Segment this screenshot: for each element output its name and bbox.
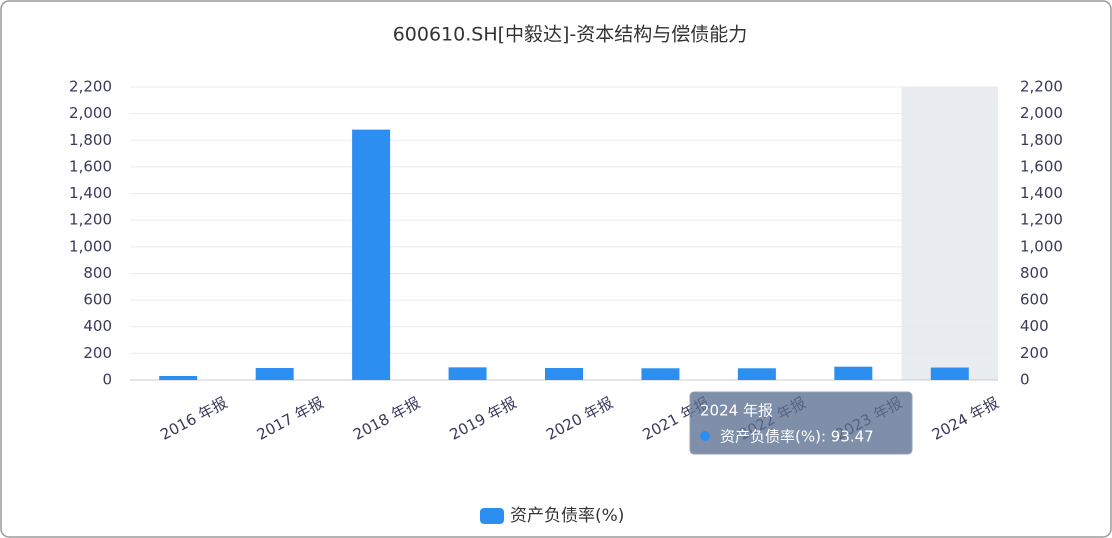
y-tick-label: 1,000 [69,237,112,255]
tooltip [689,391,913,455]
bar [352,129,391,380]
y-tick-label: 800 [83,264,112,282]
y2-tick-label: 2,200 [1020,78,1063,96]
y2-tick-label: 1,000 [1020,237,1063,255]
bar [930,367,969,380]
y2-tick-label: 1,800 [1020,131,1063,149]
chart-title: 600610.SH[中毅达]-资本结构与偿债能力 [393,24,748,46]
legend-label: 资产负债率(%) [510,506,624,526]
y-tick-label: 1,800 [69,131,112,149]
y-tick-label: 0 [102,371,112,389]
y2-tick-label: 0 [1020,371,1030,389]
bar [255,368,294,380]
bar [834,366,873,380]
y-tick-label: 1,400 [69,184,112,202]
y-tick-label: 2,000 [69,104,112,122]
hover-band [901,87,998,380]
y-tick-label: 600 [83,291,112,309]
y2-tick-label: 2,000 [1020,104,1063,122]
y-tick-label: 400 [83,317,112,335]
bar [448,367,487,380]
y2-tick-label: 800 [1020,264,1049,282]
y-tick-label: 2,200 [69,78,112,96]
tooltip-title: 2024 年报 [700,402,773,420]
y2-tick-label: 400 [1020,317,1049,335]
y2-tick-label: 1,400 [1020,184,1063,202]
y-tick-label: 1,200 [69,211,112,229]
bar [545,368,583,380]
bar [737,368,776,380]
y2-tick-label: 1,200 [1020,211,1063,229]
y2-tick-label: 600 [1020,291,1049,309]
bar [159,376,198,380]
y-tick-label: 200 [83,344,112,362]
y2-tick-label: 200 [1020,344,1049,362]
legend-swatch [480,508,504,524]
y2-tick-label: 1,600 [1020,157,1063,175]
bar [641,368,680,380]
tooltip-marker [700,431,710,441]
tooltip-text: 资产负债率(%): 93.47 [720,428,874,446]
y-tick-label: 1,600 [69,157,112,175]
